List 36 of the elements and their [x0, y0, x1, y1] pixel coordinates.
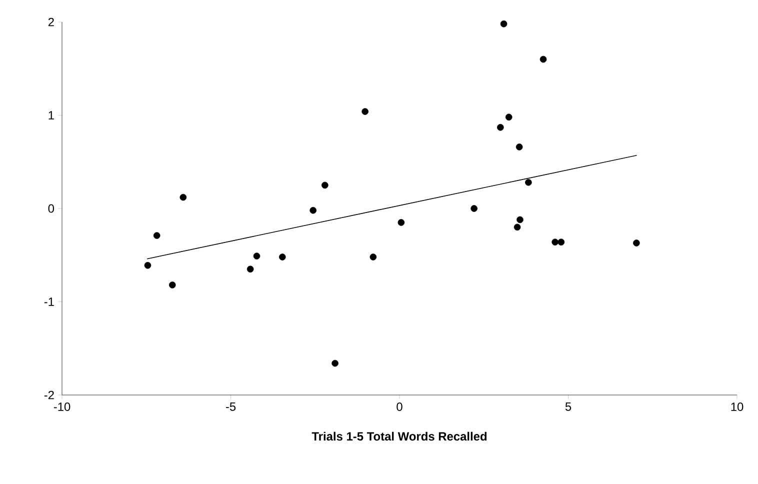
point — [246, 266, 254, 273]
point — [497, 124, 504, 131]
point — [525, 178, 532, 186]
y-tick-label: 2 — [48, 18, 54, 26]
point — [516, 144, 523, 150]
x-tick-label: 10 — [731, 402, 744, 411]
point — [153, 232, 160, 239]
point — [362, 108, 368, 115]
point — [470, 205, 478, 212]
y-tick-label: -1 — [44, 298, 54, 306]
point — [514, 224, 521, 231]
point — [540, 56, 547, 63]
point — [370, 254, 377, 260]
point — [633, 240, 640, 246]
x-tick-label: 5 — [565, 402, 572, 411]
point — [332, 360, 338, 367]
point — [322, 182, 328, 189]
point — [500, 20, 508, 28]
point — [253, 252, 260, 260]
x-tick-label: 0 — [396, 402, 402, 411]
point — [398, 219, 405, 226]
point — [310, 206, 316, 214]
point — [180, 194, 187, 201]
x-tick-label: -5 — [226, 402, 236, 411]
point — [144, 262, 152, 269]
point — [505, 114, 512, 121]
point — [516, 216, 524, 224]
point — [168, 282, 176, 288]
y-tick-label: -2 — [44, 390, 54, 400]
point — [278, 254, 286, 260]
y-tick-label: 0 — [48, 204, 54, 213]
point — [552, 238, 558, 246]
x-axis-title: Trials 1-5 Total Words Recalled — [312, 432, 487, 441]
y-tick-label: 1 — [48, 111, 54, 120]
x-tick-label: -10 — [54, 402, 70, 411]
point — [558, 238, 565, 246]
